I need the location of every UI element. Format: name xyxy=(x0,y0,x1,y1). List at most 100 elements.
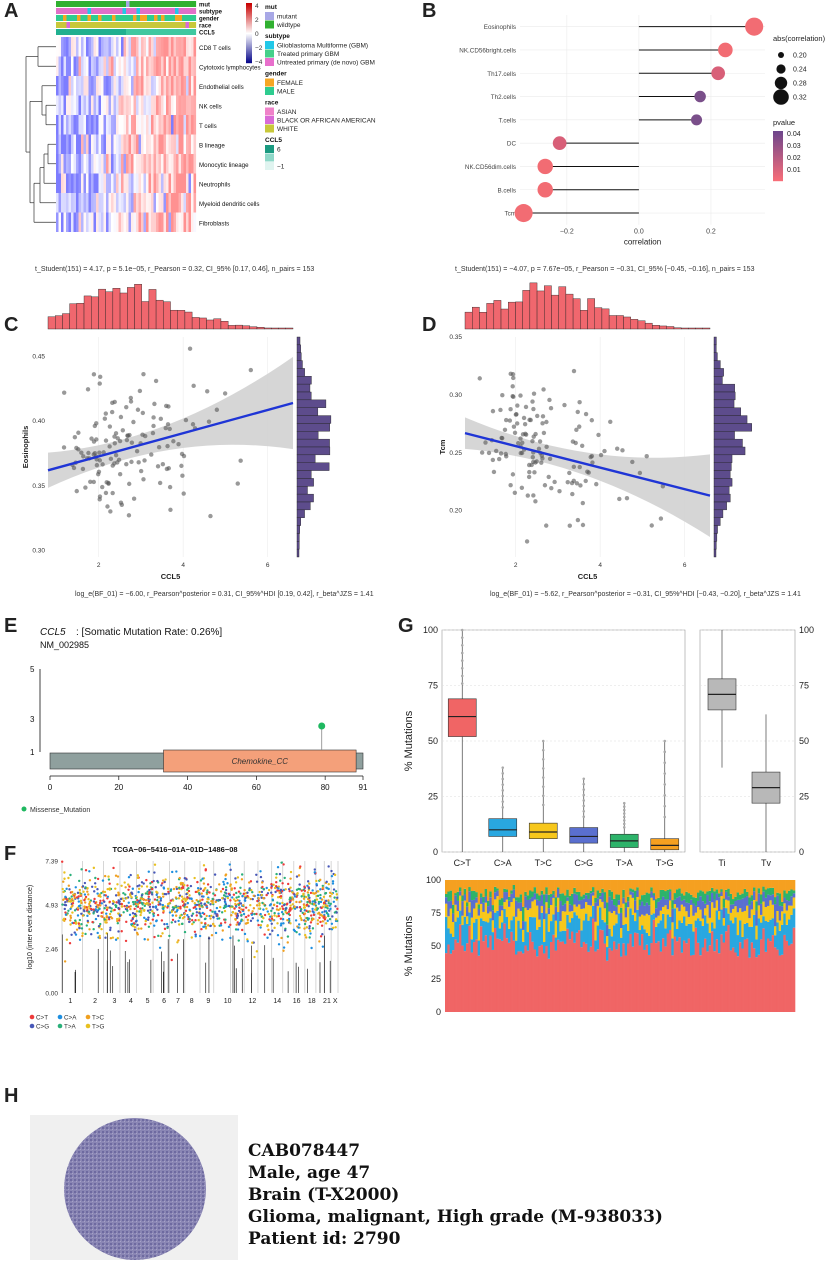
heatmap-cell xyxy=(98,76,102,96)
data-point xyxy=(502,427,508,433)
rainfall-plot: TCGA−06−5416−01A−01D−1486−087.394.932.46… xyxy=(27,845,339,1031)
heatmap-cell xyxy=(173,95,177,115)
tissue-site: Brain (T-X2000) xyxy=(248,1185,400,1205)
plot-bg xyxy=(699,629,796,853)
heatmap-cell xyxy=(186,173,189,193)
stacked-segment xyxy=(624,880,628,903)
mutation-point xyxy=(270,882,273,886)
heatmap-cell xyxy=(128,95,132,115)
mutation-point xyxy=(303,885,306,888)
stacked-segment xyxy=(484,935,488,1012)
heatmap-cell xyxy=(148,193,152,213)
heatmap-cell xyxy=(146,56,149,76)
stacked-segment xyxy=(559,893,562,901)
mutation-point xyxy=(147,916,150,919)
stacked-segment xyxy=(477,940,481,956)
stacked-segment xyxy=(741,880,744,894)
mutation-point xyxy=(70,895,73,898)
colorbar-segment xyxy=(246,17,252,19)
heatmap-cell xyxy=(131,115,134,135)
data-point xyxy=(100,462,105,467)
colorbar-segment xyxy=(246,34,252,36)
stacked-segment xyxy=(559,941,562,1012)
stacked-segment xyxy=(566,897,569,901)
side-histogram-bar xyxy=(713,438,743,448)
top-histogram-bar xyxy=(551,294,559,330)
stacked-segment xyxy=(769,919,772,942)
mutation-point xyxy=(319,878,322,882)
mutation-point xyxy=(65,938,69,941)
data-point xyxy=(630,459,635,465)
heatmap-cell xyxy=(168,173,172,193)
heatmap-cell xyxy=(103,134,107,154)
mutation-point xyxy=(244,915,248,919)
track-cell xyxy=(147,8,151,14)
mutation-point xyxy=(168,934,171,938)
x-tick-label: 40 xyxy=(183,783,192,792)
track-cell xyxy=(140,1,144,7)
colorbar-tick: 0 xyxy=(255,31,259,38)
colorbar-segment xyxy=(246,48,252,50)
heatmap-cell xyxy=(103,173,107,193)
data-point xyxy=(187,346,193,351)
x-tick-label: 6 xyxy=(266,562,270,569)
top-histogram-bar xyxy=(134,284,142,330)
top-histogram-bar xyxy=(227,325,236,330)
stacked-segment xyxy=(480,918,483,927)
stacked-segment xyxy=(622,897,625,904)
mutation-point xyxy=(282,903,286,907)
heatmap-cell xyxy=(83,173,87,193)
track-cell xyxy=(154,29,158,35)
track-cell xyxy=(189,22,193,28)
mutation-point xyxy=(181,922,184,926)
data-point xyxy=(91,372,97,377)
mutation-point xyxy=(307,887,311,890)
top-histogram-bar xyxy=(508,301,516,330)
mutation-point xyxy=(328,891,332,894)
mutation-point xyxy=(187,920,191,924)
track-cell xyxy=(189,15,193,21)
mutation-point xyxy=(139,913,142,917)
mutation-point xyxy=(204,927,208,930)
mutation-point xyxy=(162,895,165,898)
mutation-point xyxy=(98,936,102,940)
stacked-segment xyxy=(655,926,658,944)
heatmap-cell xyxy=(103,154,107,174)
mutation-point xyxy=(191,912,195,915)
stacked-segment xyxy=(645,944,649,1012)
mutation-point xyxy=(267,888,271,892)
track-cell xyxy=(150,8,155,14)
heatmap-cell xyxy=(161,173,164,193)
stacked-segment xyxy=(578,891,581,901)
mutation-point xyxy=(234,928,238,931)
data-point xyxy=(117,471,123,477)
stacked-segment xyxy=(732,904,735,909)
stacked-segment xyxy=(760,880,763,895)
heatmap-cell xyxy=(188,115,192,135)
stacked-segment xyxy=(622,889,625,898)
data-point xyxy=(160,461,166,467)
data-point xyxy=(649,523,654,528)
stacked-segment xyxy=(603,901,607,909)
stacked-segment xyxy=(636,880,639,888)
mutation-point xyxy=(279,879,282,882)
data-point xyxy=(608,419,613,425)
heatmap-cell xyxy=(106,37,109,57)
mutation-point xyxy=(195,903,199,907)
heatmap-cell xyxy=(148,134,152,154)
mutation-point xyxy=(153,871,156,874)
heatmap-cell xyxy=(133,193,137,213)
track-cell xyxy=(157,22,162,28)
confidence-band xyxy=(465,417,710,537)
mutation-point xyxy=(153,935,156,939)
stacked-segment xyxy=(487,880,490,901)
stacked-segment xyxy=(711,931,714,1012)
mutation-point xyxy=(308,929,312,933)
data-point xyxy=(129,459,134,465)
stacked-segment xyxy=(615,894,618,907)
mutation-point xyxy=(88,900,92,904)
side-histogram-bar xyxy=(296,399,327,408)
data-point xyxy=(112,434,117,439)
mutation-point xyxy=(118,917,121,920)
mutation-point xyxy=(212,892,215,895)
